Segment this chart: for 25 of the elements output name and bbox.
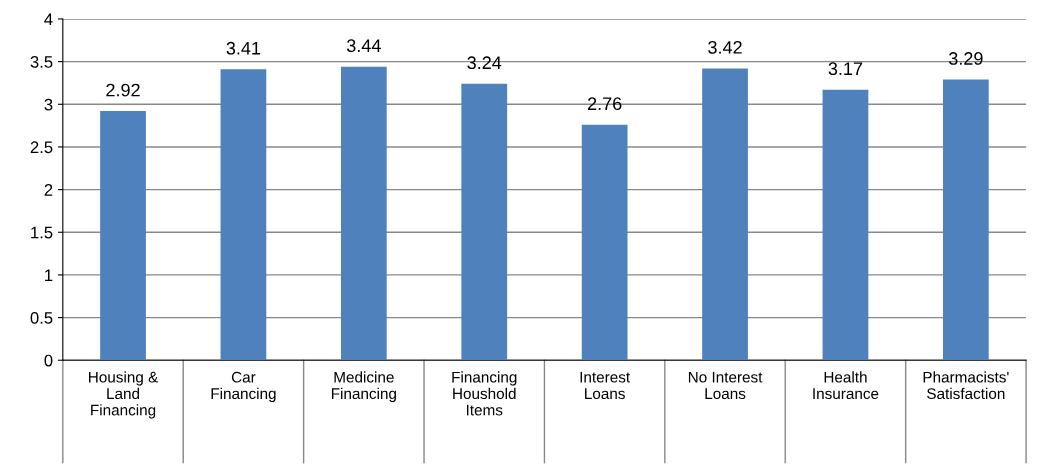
x-tick-label: Housing & Land Financing [89,371,159,419]
y-tick-label: 4 [44,13,53,25]
x-tick-label: Pharmacists' Satisfaction [923,371,1009,400]
x-tick-label: Health Insurance [813,371,879,400]
data-label: 3.41 [226,41,261,55]
data-label: 3.17 [828,62,863,76]
data-label: 3.29 [948,52,983,65]
data-label: 2.76 [587,97,622,111]
y-tick-label: 2 [44,184,53,196]
data-label: 3.42 [708,40,742,54]
y-tick-label: 1.5 [31,226,53,239]
data-label: 2.92 [106,83,140,97]
y-tick-label: 0.5 [30,311,53,324]
x-tick-label: Car Financing [211,371,276,403]
data-label: 3.24 [467,56,502,70]
y-tick-label: 1 [45,269,53,281]
x-tick-label: No Interest Loans [688,371,763,400]
data-label: 3.44 [346,39,381,53]
x-tick-label: Medicine Financing [331,371,396,403]
x-tick-label: Interest Loans [580,371,631,400]
y-tick-label: 2.5 [30,141,53,154]
y-tick-label: 0 [44,354,53,367]
y-tick-label: 3.5 [30,56,53,68]
y-tick-label: 3 [44,98,53,111]
x-tick-label: Financing Houshold Items [452,371,517,416]
